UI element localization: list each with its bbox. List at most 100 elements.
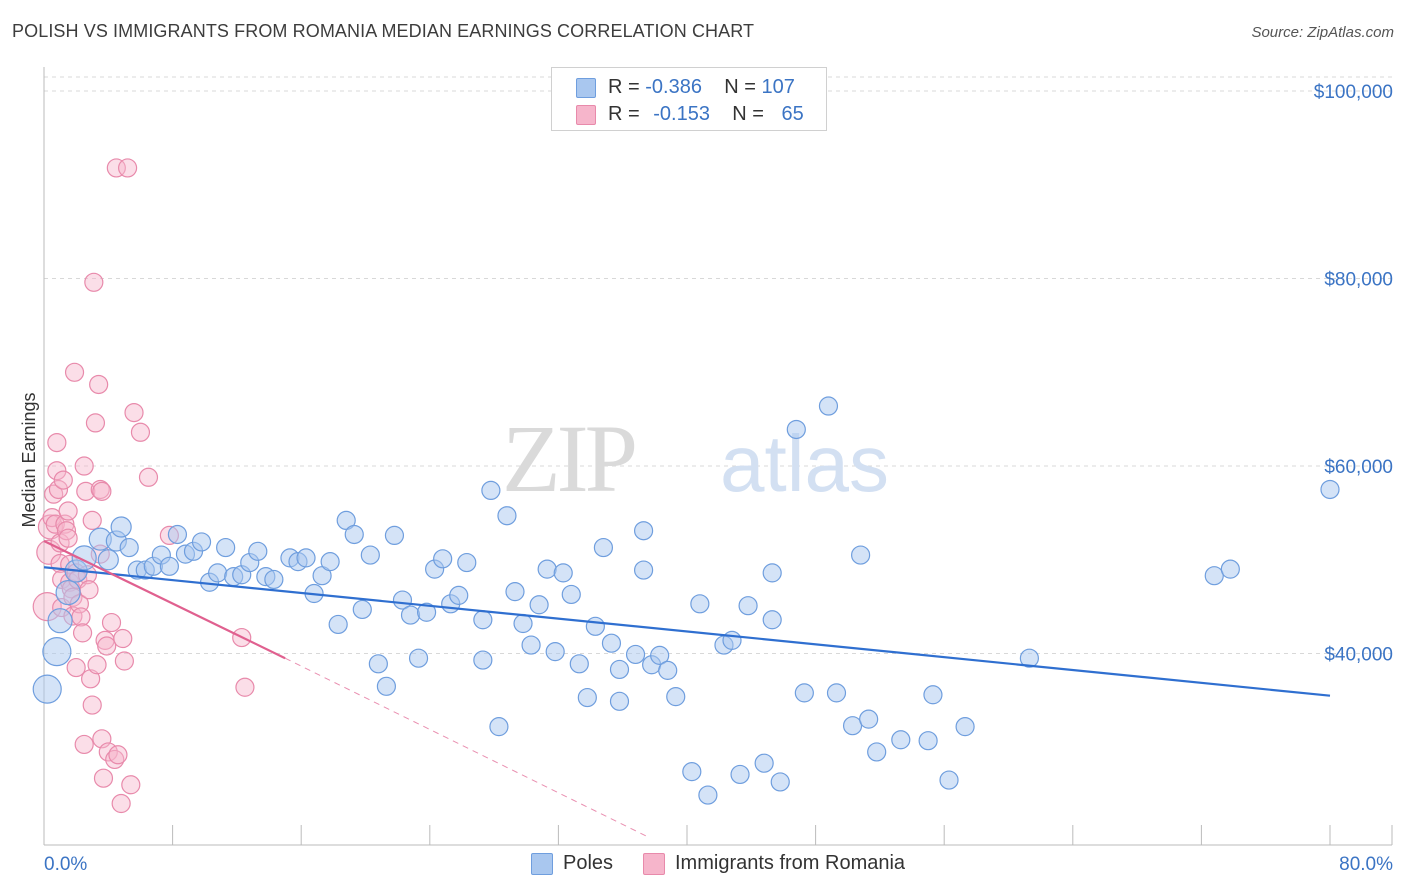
romania-point xyxy=(124,402,144,423)
poles-point xyxy=(32,674,62,704)
poles-point xyxy=(625,644,646,665)
poles-point xyxy=(666,687,686,707)
poles-point xyxy=(918,731,938,751)
poles-point xyxy=(328,614,348,635)
romania-point xyxy=(45,514,65,534)
poles-point xyxy=(601,633,622,653)
romania-point xyxy=(66,657,86,678)
poles-point xyxy=(633,521,654,541)
poles-point xyxy=(859,709,879,729)
romania-point xyxy=(56,521,77,541)
poles-point xyxy=(473,610,493,630)
poles-point xyxy=(609,691,630,711)
poles-point xyxy=(248,541,268,561)
romania-legend-swatch xyxy=(643,853,665,875)
svg-text:ZIP: ZIP xyxy=(502,405,635,512)
poles-legend-swatch xyxy=(531,853,553,875)
romania-point xyxy=(47,461,67,481)
romania-legend-label: Immigrants from Romania xyxy=(675,852,906,874)
legend-item-romania[interactable]: Immigrants from Romania xyxy=(643,852,923,876)
poles-point xyxy=(698,785,718,805)
poles-point xyxy=(71,545,97,571)
poles-point xyxy=(609,659,630,680)
poles-swatch xyxy=(576,78,596,98)
romania-point xyxy=(85,413,106,433)
romania-point xyxy=(111,793,131,814)
y-tick-label: $100,000 xyxy=(1314,82,1393,103)
axes xyxy=(43,67,1393,846)
poles-point xyxy=(416,602,437,622)
poles-point xyxy=(569,654,589,674)
poles-point xyxy=(851,545,871,565)
romania-points xyxy=(32,158,255,814)
romania-point xyxy=(89,374,109,395)
poles-point xyxy=(529,595,549,615)
poles-trend-line xyxy=(43,566,1331,697)
poles-point xyxy=(842,716,863,736)
n-label: N = xyxy=(732,103,764,125)
poles-point xyxy=(1320,479,1340,500)
romania-trend-line xyxy=(43,540,286,660)
poles-point xyxy=(690,594,710,614)
poles-point xyxy=(473,650,493,670)
romania-swatch xyxy=(576,105,596,125)
poles-point xyxy=(408,648,429,668)
romania-point xyxy=(101,612,122,633)
romania-point xyxy=(81,669,101,689)
romania-point xyxy=(74,734,94,755)
romania-point xyxy=(47,432,67,453)
r-value: -0.386 xyxy=(645,76,702,98)
poles-point xyxy=(682,762,702,782)
poles-legend-label: Poles xyxy=(563,852,614,874)
poles-point xyxy=(497,506,517,526)
poles-point xyxy=(577,687,597,708)
poles-point xyxy=(633,560,654,580)
romania-point xyxy=(138,467,159,487)
romania-point xyxy=(97,636,117,656)
romania-point xyxy=(87,655,107,675)
poles-point xyxy=(191,532,212,552)
poles-point xyxy=(650,645,670,665)
poles-point xyxy=(55,579,81,606)
poles-point xyxy=(513,613,533,634)
romania-point xyxy=(117,158,138,178)
legend-item-poles[interactable]: Poles xyxy=(531,852,631,876)
poles-point xyxy=(457,552,477,573)
poles-point xyxy=(110,516,132,538)
romania-point xyxy=(53,470,73,490)
poles-point xyxy=(939,770,959,790)
poles-point xyxy=(762,610,782,630)
romania-trend-extension xyxy=(284,657,648,837)
poles-point xyxy=(545,642,565,662)
stats-legend: R = -0.386 N = 107 R = -0.153 N = 65 xyxy=(551,67,827,131)
poles-point xyxy=(786,419,806,440)
poles-point xyxy=(360,545,380,565)
romania-point xyxy=(71,607,91,627)
y-tick-label: $40,000 xyxy=(1324,645,1393,666)
romania-point xyxy=(72,623,93,643)
poles-point xyxy=(867,742,887,762)
poles-point xyxy=(794,683,814,703)
romania-point xyxy=(108,745,128,765)
romania-point xyxy=(48,479,69,500)
romania-point xyxy=(79,580,99,600)
x-tick-label-min: 0.0% xyxy=(44,854,87,875)
poles-point xyxy=(505,582,525,602)
poles-point xyxy=(593,537,614,558)
poles-point xyxy=(722,630,742,650)
y-tick-label: $60,000 xyxy=(1324,457,1393,478)
romania-point xyxy=(114,651,134,671)
romania-point xyxy=(58,528,78,548)
romania-point xyxy=(64,362,85,382)
y-axis-title: Median Earnings xyxy=(19,392,39,527)
poles-point xyxy=(97,549,119,571)
poles-point xyxy=(1220,559,1240,579)
poles-point xyxy=(754,753,774,773)
romania-point xyxy=(106,158,126,178)
romania-point xyxy=(74,456,94,476)
source-label: Source: ZipAtlas.com xyxy=(1251,24,1394,41)
poles-point xyxy=(320,552,340,572)
poles-point xyxy=(264,569,284,590)
poles-point xyxy=(489,717,509,737)
